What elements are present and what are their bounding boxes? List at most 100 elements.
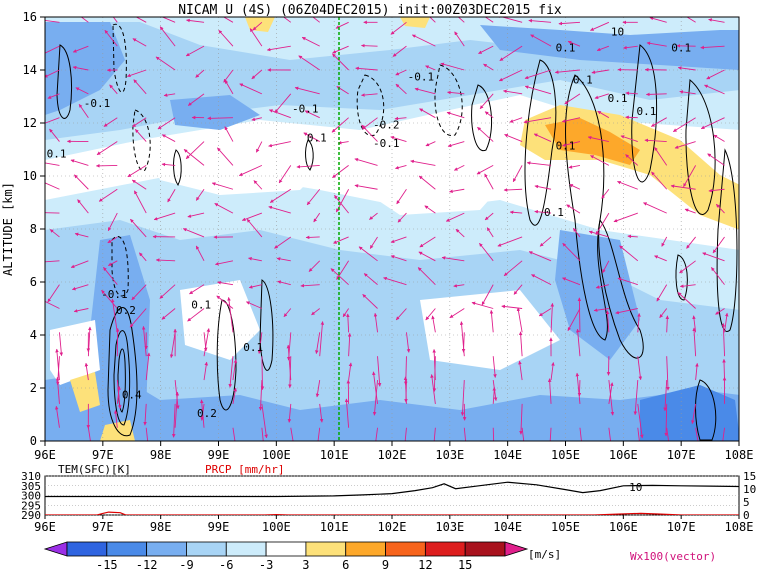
wind-vector xyxy=(71,284,89,291)
wind-vector xyxy=(80,17,89,23)
wind-vector xyxy=(613,212,638,223)
wind-vector xyxy=(195,188,205,201)
wind-vector xyxy=(684,208,696,214)
wind-vector xyxy=(278,165,292,184)
wind-vector xyxy=(481,284,494,306)
wind-vector xyxy=(523,117,552,124)
wind-vector xyxy=(87,427,91,441)
contour-label: 0.1 xyxy=(556,41,576,54)
subpanel-x-tick-label: 104E xyxy=(493,520,522,534)
wind-vector xyxy=(45,117,60,124)
shade-white-gap-1 xyxy=(150,140,330,195)
x-tick-label: 105E xyxy=(551,448,580,462)
colorbar-box xyxy=(106,541,148,557)
wind-vector xyxy=(288,356,292,389)
wind-vector xyxy=(73,308,89,313)
subpanel-x-tick-label: 100E xyxy=(262,520,291,534)
wind-vector xyxy=(45,212,60,214)
wind-vector xyxy=(224,126,234,142)
series-line-tem xyxy=(45,481,739,498)
wind-vector xyxy=(239,83,263,95)
wind-vector xyxy=(608,427,612,441)
wind-vector xyxy=(248,256,262,262)
wind-vector xyxy=(446,111,465,119)
wind-vector xyxy=(252,21,263,31)
wind-vector xyxy=(141,325,147,357)
wind-vector xyxy=(567,308,581,332)
colorbar-box xyxy=(146,541,187,557)
wind-vector xyxy=(417,267,436,285)
wind-vector xyxy=(724,312,729,333)
wind-vector xyxy=(332,45,349,54)
wind-vector xyxy=(232,427,236,441)
wind-vector xyxy=(651,171,668,190)
x-tick-label: 108E xyxy=(725,448,754,462)
wind-vector xyxy=(238,164,263,176)
legend-entry-prcp: PRCP [mm/hr] xyxy=(205,463,284,476)
wind-vector xyxy=(463,427,467,441)
colorbar-box xyxy=(225,541,267,557)
wind-vector xyxy=(569,183,581,190)
wind-vector xyxy=(131,17,147,23)
contour-label: -0.1 xyxy=(84,97,111,110)
wind-vector xyxy=(666,356,670,391)
wind-vector xyxy=(116,380,122,409)
wind-vector xyxy=(355,66,378,71)
subpanel-y-left-label: 290 xyxy=(21,509,41,522)
wind-vector xyxy=(453,164,465,171)
wind-vector xyxy=(305,235,320,240)
wind-vector xyxy=(248,284,262,289)
wind-vector xyxy=(372,371,378,404)
wind-vector xyxy=(47,284,60,303)
wind-vector xyxy=(72,65,89,71)
wind-vector xyxy=(596,45,610,52)
wind-vector xyxy=(686,17,696,23)
wind-vector xyxy=(538,308,552,317)
contour-dashed-left xyxy=(111,236,129,297)
wind-vector xyxy=(567,40,581,47)
wind-vector xyxy=(476,165,494,175)
shade-blue-top-left xyxy=(45,22,125,115)
wind-vector xyxy=(161,134,176,142)
y-tick-label: 0 xyxy=(30,434,37,448)
colorbar-tick-label: 6 xyxy=(342,558,349,572)
wind-vector xyxy=(608,380,615,416)
wind-vector xyxy=(602,260,610,274)
contour-label: -0.1 xyxy=(373,137,400,150)
wind-vector xyxy=(47,93,60,99)
subpanel-x-tick-label: 101E xyxy=(320,520,349,534)
wind-vector xyxy=(572,228,581,238)
wind-vector xyxy=(195,69,205,78)
wind-vector xyxy=(509,210,523,215)
subpanel-x-tick-label: 102E xyxy=(378,520,407,534)
contour-dashed-topleft-1 xyxy=(112,23,127,93)
wind-vector xyxy=(187,93,205,106)
wind-vector xyxy=(104,29,118,47)
wind-vector xyxy=(390,236,407,243)
wind-vector xyxy=(627,234,638,239)
wind-vector xyxy=(526,161,552,166)
wind-vector xyxy=(134,129,147,142)
wind-vector xyxy=(232,359,238,381)
wind-vector xyxy=(594,93,610,100)
wind-vector xyxy=(131,284,147,301)
wind-vector xyxy=(550,302,555,333)
shade-blue-bottom-right xyxy=(640,385,739,441)
wind-vector xyxy=(268,109,291,119)
wind-vector xyxy=(337,140,349,145)
wind-vector xyxy=(524,85,552,95)
wind-vector xyxy=(390,255,407,262)
wind-vector xyxy=(665,315,670,333)
wind-vector xyxy=(679,260,696,274)
wind-vector xyxy=(107,236,118,244)
wind-vector xyxy=(369,212,378,220)
wind-vector xyxy=(692,315,697,333)
wind-vector xyxy=(274,236,292,249)
wind-vector xyxy=(159,284,176,299)
subpanel-annotation: 10 xyxy=(629,481,642,494)
wind-vector xyxy=(98,188,118,202)
wind-vector xyxy=(441,256,465,262)
wind-vector xyxy=(261,427,264,441)
subpanel-x-tick-label: 97E xyxy=(92,520,114,534)
